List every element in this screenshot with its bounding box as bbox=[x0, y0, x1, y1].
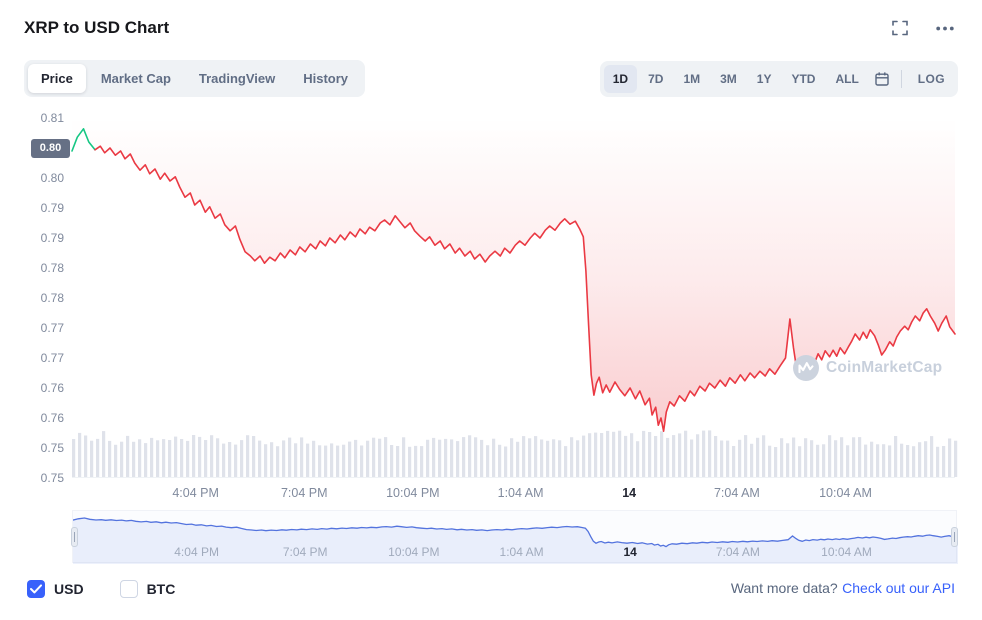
volume-bars bbox=[72, 430, 958, 477]
tab-market-cap[interactable]: Market Cap bbox=[88, 64, 184, 93]
fullscreen-icon bbox=[892, 20, 908, 36]
coinmarketcap-logo-icon bbox=[793, 355, 819, 381]
y-axis-label: 0.78 bbox=[40, 261, 64, 275]
navigator-x-label: 14 bbox=[623, 545, 637, 559]
calendar-icon bbox=[875, 71, 889, 86]
usd-label: USD bbox=[54, 581, 84, 597]
x-axis-label: 1:04 AM bbox=[497, 486, 544, 500]
date-range-picker-button[interactable] bbox=[870, 67, 894, 91]
y-axis-label: 0.81 bbox=[40, 111, 64, 125]
check-icon bbox=[30, 584, 42, 594]
tab-price[interactable]: Price bbox=[28, 64, 86, 93]
usd-checkbox[interactable] bbox=[27, 580, 45, 598]
api-promo: Want more data? Check out our API bbox=[731, 580, 955, 598]
y-axis-label: 0.76 bbox=[40, 411, 64, 425]
y-axis-label: 0.78 bbox=[40, 291, 64, 305]
navigator-line bbox=[73, 517, 958, 548]
navigator-x-label: 4:04 PM bbox=[174, 545, 219, 559]
navigator-handle-right[interactable] bbox=[951, 527, 958, 547]
btc-toggle[interactable]: BTC bbox=[119, 580, 176, 598]
range-ytd-button[interactable]: YTD bbox=[782, 65, 824, 93]
btc-label: BTC bbox=[146, 581, 176, 597]
tab-tradingview[interactable]: TradingView bbox=[186, 64, 288, 93]
page-title: XRP to USD Chart bbox=[24, 18, 170, 37]
fullscreen-button[interactable] bbox=[888, 16, 912, 40]
range-7d-button[interactable]: 7D bbox=[639, 65, 672, 93]
time-range-tabs: 1D 7D 1M 3M 1Y YTD ALL LOG bbox=[599, 60, 958, 97]
range-3m-button[interactable]: 3M bbox=[711, 65, 746, 93]
x-axis-label: 7:04 AM bbox=[713, 486, 760, 500]
watermark-text: CoinMarketCap bbox=[826, 359, 943, 376]
currency-toggles: USD BTC bbox=[27, 580, 175, 598]
range-1y-button[interactable]: 1Y bbox=[748, 65, 781, 93]
toolbar-divider bbox=[900, 69, 902, 88]
chart-navigator[interactable]: 4:04 PM 7:04 PM 10:04 PM 1:04 AM 14 7:04 AM 10… bbox=[71, 510, 958, 564]
range-all-button[interactable]: ALL bbox=[826, 65, 867, 93]
range-1m-button[interactable]: 1M bbox=[674, 65, 709, 93]
navigator-x-label: 7:04 AM bbox=[715, 545, 760, 559]
y-axis-label: 0.77 bbox=[40, 351, 64, 365]
navigator-x-label: 7:04 PM bbox=[282, 545, 328, 559]
watermark: CoinMarketCap bbox=[793, 355, 942, 381]
navigator-canvas[interactable] bbox=[73, 511, 958, 564]
y-axis-label: 0.75 bbox=[40, 441, 64, 455]
y-axis-label: 0.77 bbox=[40, 321, 64, 335]
api-link[interactable]: Check out our API bbox=[842, 580, 955, 596]
y-axis-label: 0.79 bbox=[40, 231, 64, 245]
x-axis-label: 7:04 PM bbox=[280, 486, 328, 500]
header-actions bbox=[888, 16, 958, 40]
navigator-x-label: 10:04 PM bbox=[388, 545, 440, 559]
chart-type-tabs: Price Market Cap TradingView History bbox=[24, 60, 366, 97]
x-axis-label: 4:04 PM bbox=[172, 486, 219, 500]
api-promo-text: Want more data? bbox=[730, 580, 838, 596]
navigator-x-label: 10:04 AM bbox=[821, 545, 872, 559]
navigator-labels: 4:04 PM 7:04 PM 10:04 PM 1:04 AM 14 7:04 AM 10… bbox=[73, 511, 956, 562]
navigator-x-label: 1:04 AM bbox=[499, 545, 544, 559]
more-options-button[interactable] bbox=[932, 22, 958, 35]
chart-footer: USD BTC Want more data? Check out our AP… bbox=[0, 574, 982, 604]
price-line-down bbox=[94, 145, 956, 433]
x-axis-label: 14 bbox=[622, 486, 637, 500]
price-line-up bbox=[71, 127, 96, 152]
navigator-handle-left[interactable] bbox=[71, 527, 78, 547]
btc-checkbox[interactable] bbox=[119, 580, 138, 598]
range-1d-button[interactable]: 1D bbox=[603, 64, 638, 93]
y-axis-label: 0.80 bbox=[40, 171, 64, 185]
y-axis-label: 0.75 bbox=[40, 471, 64, 485]
y-axis-label: 0.79 bbox=[40, 201, 64, 215]
chart-toolbar: Price Market Cap TradingView History 1D … bbox=[24, 60, 958, 97]
usd-toggle[interactable]: USD bbox=[27, 580, 84, 598]
ellipsis-icon bbox=[936, 26, 954, 30]
log-scale-button[interactable]: LOG bbox=[909, 65, 954, 93]
current-price-badge: 0.80 bbox=[31, 138, 70, 158]
price-area-fill bbox=[72, 112, 955, 432]
price-chart-canvas[interactable] bbox=[0, 105, 982, 505]
chart-header: XRP to USD Chart bbox=[24, 12, 958, 44]
tab-history[interactable]: History bbox=[290, 64, 361, 93]
x-axis-label: 10:04 PM bbox=[386, 486, 440, 500]
price-chart[interactable]: 0.81 0.80 0.80 0.79 0.79 0.78 0.78 0.77 0.77 0.76… bbox=[0, 105, 982, 505]
x-axis-label: 10:04 AM bbox=[819, 486, 872, 500]
y-axis-label: 0.76 bbox=[40, 381, 64, 395]
